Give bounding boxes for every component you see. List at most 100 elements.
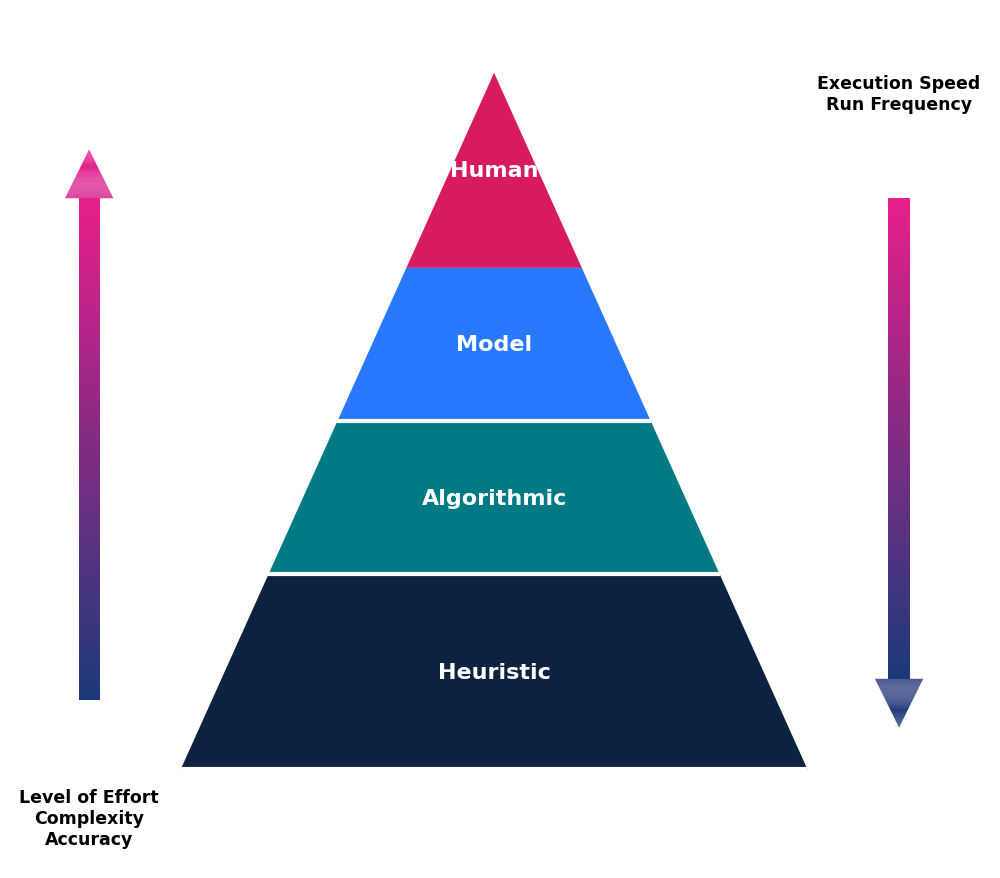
Bar	[79, 406, 100, 407]
Bar	[888, 488, 910, 490]
Bar	[888, 610, 910, 612]
Bar	[888, 220, 910, 221]
Bar	[888, 276, 910, 277]
Text: Heuristic: Heuristic	[438, 662, 551, 682]
Polygon shape	[876, 681, 922, 682]
Bar	[79, 535, 100, 536]
Bar	[888, 282, 910, 284]
Bar	[888, 335, 910, 336]
Bar	[79, 255, 100, 257]
Bar	[888, 252, 910, 254]
Bar	[888, 407, 910, 408]
Bar	[888, 591, 910, 593]
Bar	[79, 528, 100, 529]
Bar	[79, 548, 100, 550]
Bar	[888, 653, 910, 655]
Bar	[79, 354, 100, 356]
Bar	[79, 565, 100, 566]
Bar	[79, 307, 100, 309]
Bar	[79, 351, 100, 353]
Bar	[888, 202, 910, 204]
Polygon shape	[893, 716, 905, 717]
Bar	[79, 405, 100, 406]
Bar	[79, 439, 100, 441]
Bar	[79, 485, 100, 486]
Bar	[888, 412, 910, 414]
Bar	[79, 451, 100, 453]
Polygon shape	[887, 703, 911, 704]
Bar	[79, 481, 100, 483]
Bar	[888, 468, 910, 470]
Bar	[888, 441, 910, 443]
Bar	[888, 626, 910, 628]
Bar	[79, 361, 100, 363]
Bar	[888, 561, 910, 562]
Polygon shape	[898, 725, 901, 726]
Bar	[888, 255, 910, 256]
Polygon shape	[69, 190, 109, 191]
Bar	[79, 249, 100, 251]
Polygon shape	[84, 160, 94, 161]
Polygon shape	[71, 185, 107, 186]
Bar	[79, 536, 100, 538]
Polygon shape	[66, 195, 112, 196]
Polygon shape	[406, 74, 582, 269]
Bar	[79, 518, 100, 520]
Bar	[888, 665, 910, 666]
Polygon shape	[897, 723, 901, 725]
Bar	[888, 623, 910, 624]
Bar	[888, 204, 910, 205]
Bar	[79, 394, 100, 396]
Bar	[888, 647, 910, 649]
Bar	[79, 383, 100, 385]
Bar	[888, 530, 910, 532]
Bar	[888, 493, 910, 495]
Bar	[888, 639, 910, 641]
Bar	[79, 563, 100, 565]
Bar	[79, 357, 100, 359]
Bar	[79, 546, 100, 548]
Bar	[79, 543, 100, 544]
Bar	[888, 464, 910, 466]
Bar	[888, 472, 910, 474]
Bar	[888, 279, 910, 281]
Bar	[888, 669, 910, 671]
Bar	[888, 260, 910, 262]
Bar	[79, 239, 100, 241]
Bar	[79, 401, 100, 403]
Bar	[79, 261, 100, 263]
Bar	[79, 596, 100, 598]
Bar	[888, 606, 910, 607]
Bar	[888, 215, 910, 217]
Bar	[888, 569, 910, 570]
Bar	[79, 252, 100, 254]
Bar	[888, 579, 910, 581]
Bar	[79, 643, 100, 644]
Bar	[79, 466, 100, 468]
Bar	[888, 281, 910, 282]
Bar	[79, 498, 100, 500]
Bar	[79, 558, 100, 559]
Bar	[79, 231, 100, 233]
Bar	[888, 320, 910, 322]
Bar	[888, 540, 910, 542]
Bar	[79, 420, 100, 421]
Bar	[79, 446, 100, 448]
Bar	[79, 459, 100, 461]
Bar	[79, 337, 100, 339]
Bar	[79, 683, 100, 685]
Bar	[888, 443, 910, 445]
Polygon shape	[880, 690, 918, 691]
Bar	[888, 383, 910, 385]
Bar	[79, 233, 100, 234]
Bar	[888, 550, 910, 551]
Bar	[79, 218, 100, 219]
Bar	[79, 372, 100, 374]
Bar	[79, 685, 100, 687]
Polygon shape	[85, 158, 93, 159]
Polygon shape	[896, 721, 902, 722]
Bar	[79, 613, 100, 615]
Bar	[79, 698, 100, 700]
Bar	[888, 415, 910, 416]
Bar	[888, 615, 910, 616]
